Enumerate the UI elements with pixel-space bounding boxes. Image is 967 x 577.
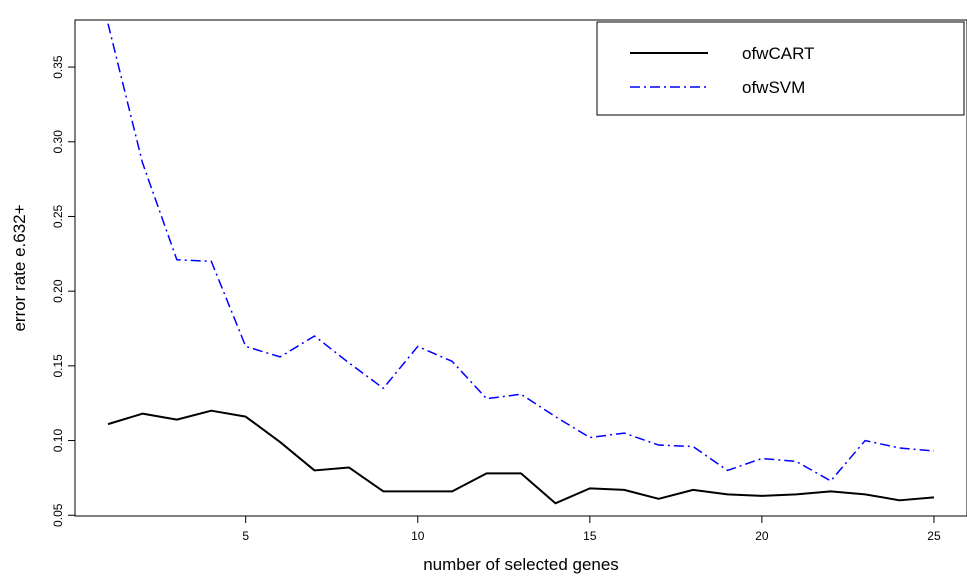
- series-line-ofwcart: [107, 409, 935, 505]
- legend-label-ofwcart: ofwCART: [742, 44, 814, 63]
- y-axis-title: error rate e.632+: [10, 204, 29, 331]
- x-tick-label: 10: [411, 529, 425, 543]
- x-tick-label: 20: [755, 529, 769, 543]
- y-tick-label: 0.35: [51, 55, 65, 79]
- y-tick-label: 0.20: [51, 279, 65, 303]
- x-axis: 5 10 15 20 25: [242, 516, 941, 543]
- x-tick-label: 5: [242, 529, 249, 543]
- y-axis: 0.05 0.10 0.15 0.20 0.25 0.30 0.35: [51, 55, 75, 527]
- y-tick-label: 0.30: [51, 130, 65, 154]
- y-tick-label: 0.10: [51, 429, 65, 453]
- y-tick-label: 0.15: [51, 354, 65, 378]
- x-axis-title: number of selected genes: [423, 555, 619, 574]
- legend-label-ofwsvm: ofwSVM: [742, 78, 805, 97]
- x-tick-label: 15: [583, 529, 597, 543]
- legend-box: [596, 21, 965, 116]
- series-layer: [107, 23, 935, 505]
- plot-frame: [74, 19, 967, 517]
- y-tick-label: 0.05: [51, 503, 65, 527]
- y-tick-label: 0.25: [51, 204, 65, 228]
- x-tick-label: 25: [927, 529, 941, 543]
- legend: ofwCART ofwSVM: [596, 21, 965, 116]
